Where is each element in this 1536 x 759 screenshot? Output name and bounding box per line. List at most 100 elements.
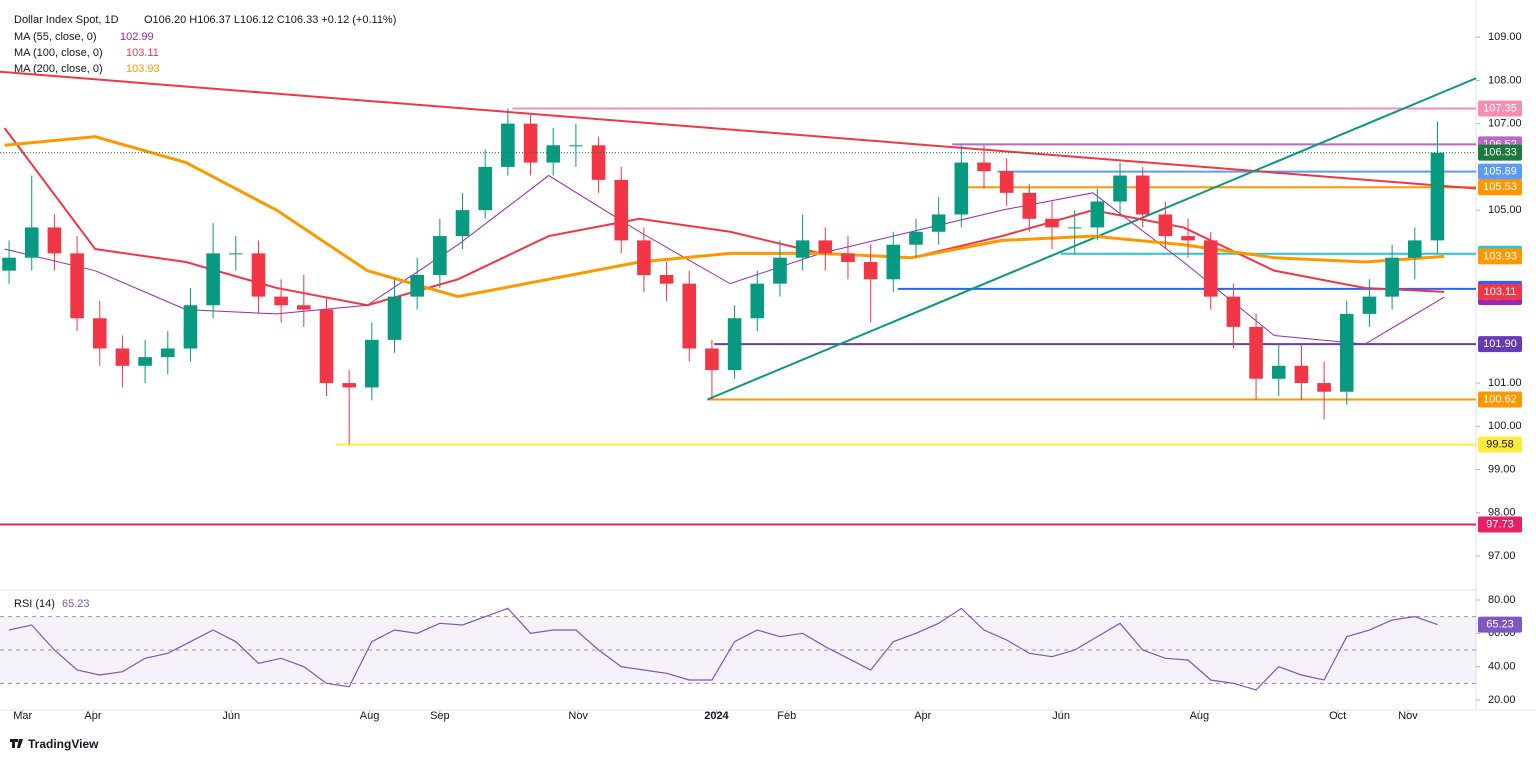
candle-body xyxy=(795,240,810,258)
candle-body xyxy=(1407,240,1422,258)
x-tick-label: Feb xyxy=(777,710,796,722)
level-label: 99.58 xyxy=(1486,438,1514,450)
trendline xyxy=(0,70,1477,190)
candle-body xyxy=(659,274,674,284)
level-label: 105.89 xyxy=(1483,166,1517,178)
y-tick-label: 98.00 xyxy=(1488,507,1516,519)
candle-body xyxy=(297,305,311,310)
legend-name: MA (55, close, 0) xyxy=(14,31,97,43)
x-tick-label: Mar xyxy=(13,710,32,722)
candle-body xyxy=(183,305,198,349)
candle-body xyxy=(47,227,62,254)
last-price-label: 106.33 xyxy=(1483,147,1517,159)
x-tick-label: Aug xyxy=(360,710,380,722)
level-label: 101.90 xyxy=(1483,338,1517,350)
level-label: 97.73 xyxy=(1486,518,1514,530)
candle-body xyxy=(433,236,447,275)
level-label: 107.35 xyxy=(1483,102,1517,114)
level-label-badge xyxy=(1478,179,1522,196)
candle-body xyxy=(1113,175,1127,202)
candle-body xyxy=(1339,313,1354,392)
candle-body xyxy=(591,145,606,180)
y-tick-label: 97.00 xyxy=(1488,550,1516,562)
candle-body xyxy=(1045,218,1059,228)
rsi-legend-value: 65.23 xyxy=(62,598,90,610)
candle-body xyxy=(1067,227,1082,229)
legend-value: 102.99 xyxy=(120,31,154,43)
logo xyxy=(10,739,23,748)
candle-body xyxy=(251,253,266,297)
candle-body xyxy=(1271,365,1286,379)
branding: TradingView xyxy=(28,737,99,751)
candle-body xyxy=(909,231,923,245)
candle-body xyxy=(478,166,492,211)
legend-value: 103.93 xyxy=(126,63,160,75)
candle-body xyxy=(637,240,651,275)
candle-body xyxy=(863,262,878,280)
x-tick-label: Oct xyxy=(1329,710,1346,722)
candle-body xyxy=(523,123,538,163)
x-tick-label: Aug xyxy=(1190,710,1210,722)
candle-body xyxy=(1226,296,1241,327)
candle-body xyxy=(274,296,288,306)
y-tick-label: 105.00 xyxy=(1488,204,1522,216)
candle-body xyxy=(24,227,39,258)
candle-body xyxy=(138,357,152,366)
candle-body xyxy=(92,318,107,349)
candle-body xyxy=(342,383,356,388)
symbol: Dollar Index Spot, 1D xyxy=(14,14,119,26)
last-price-label-badge xyxy=(1478,144,1522,161)
candle-body xyxy=(1135,175,1150,215)
candle-body xyxy=(1249,326,1263,379)
candle-body xyxy=(365,339,379,388)
rsi-line xyxy=(8,607,1438,691)
candle-body xyxy=(727,318,742,371)
rsi-legend-name: RSI (14) xyxy=(14,598,55,610)
x-tick-label: 2024 xyxy=(704,710,729,722)
candle-body xyxy=(2,257,16,271)
ohlc: O106.20 H106.37 L106.12 C106.33 +0.12 (+… xyxy=(144,14,396,26)
candle-body xyxy=(70,253,84,319)
candle-body xyxy=(228,253,243,255)
candle-body xyxy=(1362,296,1377,314)
candle-body xyxy=(546,145,561,163)
rsi-last-label: 65.23 xyxy=(1486,619,1514,631)
candle-body xyxy=(455,210,470,237)
level-label-badge xyxy=(1478,100,1522,117)
candle-body xyxy=(977,162,991,172)
level-label-badge xyxy=(1478,391,1522,408)
candle-body xyxy=(1430,152,1445,241)
rsi-last-label-badge xyxy=(1478,616,1522,633)
level-label-badge xyxy=(1478,163,1522,180)
candle-body xyxy=(115,348,130,366)
candle-body xyxy=(501,123,515,167)
candle-body xyxy=(818,240,833,254)
candle-body xyxy=(206,253,220,306)
candle-body xyxy=(160,348,175,358)
level-label: 100.62 xyxy=(1483,393,1517,405)
y-tick-label: 20.00 xyxy=(1488,694,1516,706)
candle-body xyxy=(1317,383,1331,392)
ma-label-badge xyxy=(1478,283,1522,300)
candle-body xyxy=(954,162,969,215)
level-label: 105.53 xyxy=(1483,181,1517,193)
x-tick-label: Jun xyxy=(1052,710,1070,722)
level-label-badge xyxy=(1478,516,1522,533)
candle-body xyxy=(1022,192,1037,219)
y-tick-label: 109.00 xyxy=(1488,31,1522,43)
candle-body xyxy=(569,145,583,147)
candle-body xyxy=(1203,240,1218,297)
candle-body xyxy=(1090,201,1105,228)
y-tick-label: 108.00 xyxy=(1488,74,1522,86)
candle-body xyxy=(1158,214,1173,237)
level-label-badge xyxy=(1478,436,1522,453)
x-tick-label: Apr xyxy=(914,710,931,722)
legend-name: MA (100, close, 0) xyxy=(14,47,103,59)
candle-body xyxy=(886,244,901,280)
x-tick-label: Nov xyxy=(1398,710,1418,722)
ma-label: 103.11 xyxy=(1484,286,1517,298)
candle-body xyxy=(750,283,765,319)
y-tick-label: 99.00 xyxy=(1488,463,1516,475)
